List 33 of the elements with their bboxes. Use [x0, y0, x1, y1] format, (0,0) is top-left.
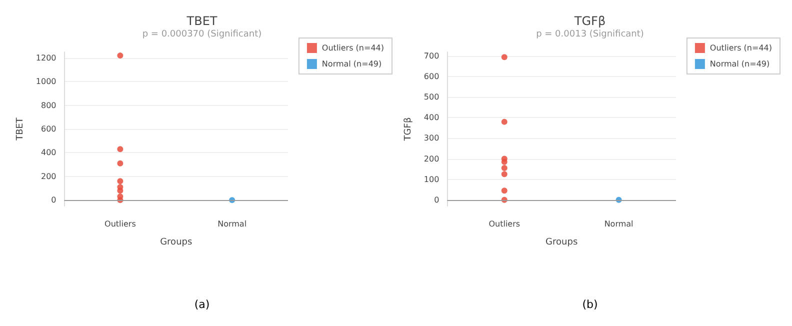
- legend-label: Normal (n=49): [710, 60, 770, 68]
- x-axis-title: Groups: [160, 238, 192, 248]
- y-tick-label: 100: [424, 174, 440, 184]
- legend-label: Normal (n=49): [322, 60, 382, 68]
- chart-subtitle: p = 0.000370 (Significant): [142, 30, 262, 40]
- legend-label: Outliers (n=44): [322, 44, 384, 52]
- x-axis-title: Groups: [546, 238, 578, 248]
- y-tick-label: 300: [424, 134, 440, 143]
- chart-subtitle: p = 0.0013 (Significant): [536, 30, 644, 40]
- y-tick-label: 0: [434, 195, 440, 204]
- x-tick-label: Normal: [604, 220, 634, 228]
- chart-title: TGFβ: [573, 14, 606, 28]
- y-tick-label: 500: [424, 92, 440, 102]
- text: (a): [194, 298, 210, 311]
- y-tick-label: 600: [424, 72, 440, 82]
- y-tick-label: 1200: [36, 53, 56, 62]
- legend-label: Outliers (n=44): [710, 44, 772, 52]
- y-tick-label: 800: [40, 100, 56, 110]
- y-tick-label: 400: [424, 113, 440, 122]
- y-tick-label: 200: [424, 154, 440, 164]
- y-tick-label: 400: [40, 148, 56, 158]
- y-tick-label: 600: [40, 124, 56, 134]
- y-axis-title: TBET: [16, 117, 26, 142]
- x-tick-label: Outliers: [104, 220, 136, 228]
- text: (b): [582, 298, 598, 311]
- y-tick-label: 700: [424, 52, 440, 61]
- y-axis-title: TGFβ: [404, 117, 414, 142]
- y-tick-label: 0: [51, 196, 56, 205]
- x-tick-label: Outliers: [488, 220, 520, 228]
- chart-title: TBET: [186, 14, 218, 28]
- y-tick-label: 200: [40, 172, 56, 181]
- y-tick-label: 1000: [36, 77, 56, 86]
- x-tick-label: Normal: [218, 220, 247, 228]
